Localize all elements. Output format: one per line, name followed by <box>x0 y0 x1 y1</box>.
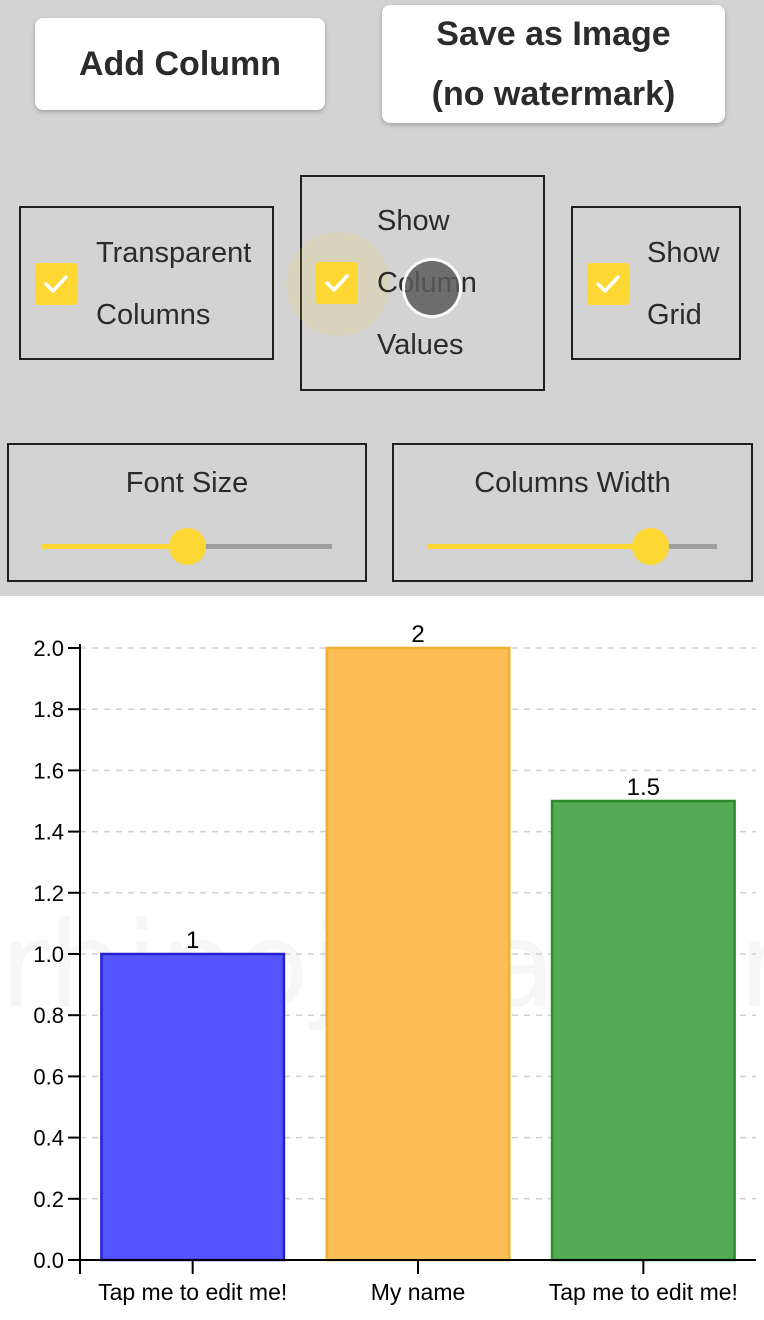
show-grid-option[interactable]: Show Grid <box>571 206 741 360</box>
x-tick-label: My name <box>371 1279 466 1305</box>
bar <box>100 952 286 1262</box>
y-tick-label: 0.6 <box>33 1064 64 1089</box>
label-line: Values <box>377 329 464 361</box>
transparent-columns-label: Transparent Columns <box>96 222 251 346</box>
font-size-control: Font Size <box>7 443 367 582</box>
show-column-values-option[interactable]: Show Column Values <box>286 175 545 391</box>
y-tick-label: 1.4 <box>33 820 64 845</box>
columns-width-control: Columns Width <box>392 443 753 582</box>
slider-fill <box>42 544 187 549</box>
y-tick-label: 1.2 <box>33 881 64 906</box>
bar <box>325 646 511 1262</box>
save-label-line2: (no watermark) <box>431 75 676 113</box>
bar <box>550 799 736 1262</box>
add-column-label: Add Column <box>78 45 282 83</box>
y-tick-label: 1.6 <box>33 758 64 783</box>
show-column-values-checkbox[interactable] <box>316 262 358 304</box>
bar-value-label: 2 <box>411 621 424 648</box>
label-line: Grid <box>647 299 702 331</box>
transparent-columns-checkbox[interactable] <box>35 263 77 305</box>
show-grid-checkbox[interactable] <box>587 263 629 305</box>
columns-width-label: Columns Width <box>474 467 671 499</box>
save-label-line1: Save as Image <box>436 15 671 53</box>
y-tick-label: 0.0 <box>33 1248 64 1273</box>
slider-thumb[interactable] <box>169 528 206 565</box>
show-column-values-label: Show Column Values <box>377 190 477 376</box>
label-line: Show <box>377 205 450 237</box>
slider-thumb[interactable] <box>632 528 670 565</box>
bar-value-label: 1 <box>186 927 199 954</box>
label-line: Columns <box>96 299 211 331</box>
check-icon <box>325 274 349 292</box>
controls-panel: Add Column Save as Image (no watermark) … <box>0 0 764 596</box>
y-tick-label: 0.8 <box>33 1003 64 1028</box>
label-line: Transparent <box>96 237 252 269</box>
bar-chart: 0.0 0.2 0.4 0.6 0.8 1.0 1.2 1.4 1.6 1.8 2.0 1 Tap me… <box>33 621 756 1305</box>
add-column-button[interactable]: Add Column <box>35 18 325 110</box>
font-size-slider[interactable] <box>42 528 332 565</box>
transparent-columns-option[interactable]: Transparent Columns <box>19 206 274 360</box>
slider-fill <box>427 544 651 549</box>
font-size-label: Font Size <box>125 467 249 499</box>
x-tick-label: Tap me to edit me! <box>98 1279 287 1305</box>
y-tick-label: 0.2 <box>33 1187 64 1212</box>
y-tick-label: 2.0 <box>33 636 64 661</box>
show-grid-label: Show Grid <box>647 222 720 346</box>
check-icon <box>596 275 620 293</box>
bar-value-label: 1.5 <box>627 774 660 801</box>
label-line: Show <box>647 237 720 269</box>
chart-area: rhinojosa.com 0.00.20.40.60.81.01.21.41.… <box>0 596 764 1320</box>
x-tick-label: Tap me to edit me! <box>549 1279 738 1305</box>
check-icon <box>44 275 68 293</box>
save-as-image-button[interactable]: Save as Image (no watermark) <box>382 5 725 123</box>
y-tick-label: 1.8 <box>33 697 64 722</box>
y-tick-label: 1.0 <box>33 942 64 967</box>
touch-indicator <box>405 261 459 315</box>
y-tick-label: 0.4 <box>33 1126 64 1151</box>
columns-width-slider[interactable] <box>427 528 717 565</box>
